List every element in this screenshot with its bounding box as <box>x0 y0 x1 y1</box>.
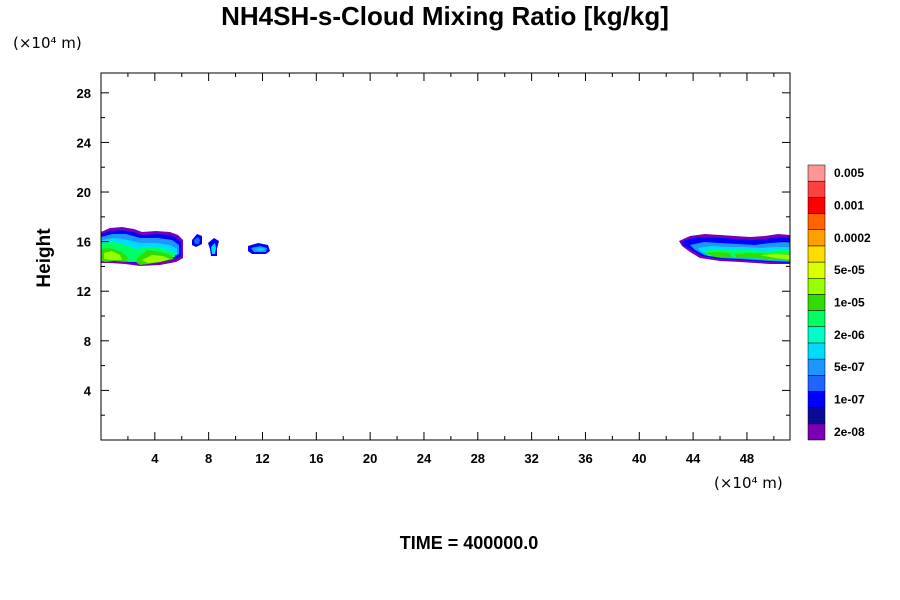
colorbar-label: 5e-05 <box>834 263 865 277</box>
y-tick-label: 8 <box>84 334 91 349</box>
colorbar-swatch <box>807 358 826 376</box>
colorbar-swatch <box>807 180 826 198</box>
colorbar-swatch <box>807 294 826 311</box>
colorbar-swatch <box>807 164 826 182</box>
x-tick-label: 4 <box>151 451 159 466</box>
small-blobs <box>192 234 270 256</box>
colorbar-label: 1e-07 <box>834 393 865 407</box>
colorbar-label: 0.005 <box>834 166 864 180</box>
colorbar-label: 5e-07 <box>834 360 865 374</box>
colorbar-swatch <box>807 261 826 279</box>
x-tick-label: 16 <box>309 451 323 466</box>
y-tick-label: 28 <box>77 86 91 101</box>
x-tick-label: 36 <box>578 451 592 466</box>
x-tick-label: 44 <box>686 451 701 466</box>
x-axis: 4 8 12 16 20 24 28 32 36 40 44 48 <box>127 73 775 466</box>
colorbar-swatch <box>807 213 826 230</box>
y-tick-label: 24 <box>77 135 92 150</box>
x-tick-label: 48 <box>740 451 754 466</box>
colorbar-swatch <box>807 326 826 344</box>
colorbar-swatch <box>807 310 826 328</box>
colorbar-swatch <box>807 407 826 425</box>
colorbar-label: 0.0002 <box>834 231 871 245</box>
colorbar-swatch <box>807 197 826 214</box>
x-tick-label: 40 <box>632 451 646 466</box>
colorbar-label: 1e-05 <box>834 296 865 310</box>
colorbar-label: 2e-06 <box>834 328 865 342</box>
x-tick-label: 32 <box>524 451 538 466</box>
left-cloud-band <box>101 227 183 266</box>
x-unit-label: (×10⁴ m) <box>714 474 783 492</box>
colorbar: 2e-08 1e-07 5e-07 2e-06 1e-05 5e-05 0.0002 0.00… <box>807 164 871 441</box>
colorbar-label: 0.001 <box>834 198 864 212</box>
time-label: TIME = 400000.0 <box>400 533 539 553</box>
contour-fields <box>101 227 790 266</box>
y-tick-label: 20 <box>77 185 91 200</box>
colorbar-swatch <box>807 423 826 441</box>
x-tick-label: 20 <box>363 451 377 466</box>
y-tick-label: 4 <box>84 383 92 398</box>
x-tick-label: 24 <box>417 451 432 466</box>
colorbar-swatch <box>807 245 826 263</box>
y-axis: 4 8 12 16 20 24 28 <box>77 86 790 416</box>
colorbar-label: 2e-08 <box>834 425 865 439</box>
y-axis-label: Height <box>34 228 55 288</box>
x-tick-label: 28 <box>471 451 485 466</box>
colorbar-swatch <box>807 277 826 295</box>
chart-title: NH4SH-s-Cloud Mixing Ratio [kg/kg] <box>221 1 669 31</box>
colorbar-swatch <box>807 229 826 247</box>
x-tick-label: 12 <box>255 451 269 466</box>
y-tick-label: 16 <box>77 235 91 250</box>
colorbar-swatch <box>807 391 826 408</box>
colorbar-swatch <box>807 342 826 360</box>
right-cloud-band <box>679 234 790 264</box>
colorbar-swatch <box>807 375 826 392</box>
y-unit-label: (×10⁴ m) <box>13 34 82 52</box>
y-tick-label: 12 <box>77 284 91 299</box>
x-tick-label: 8 <box>205 451 212 466</box>
plot-frame <box>100 72 791 441</box>
